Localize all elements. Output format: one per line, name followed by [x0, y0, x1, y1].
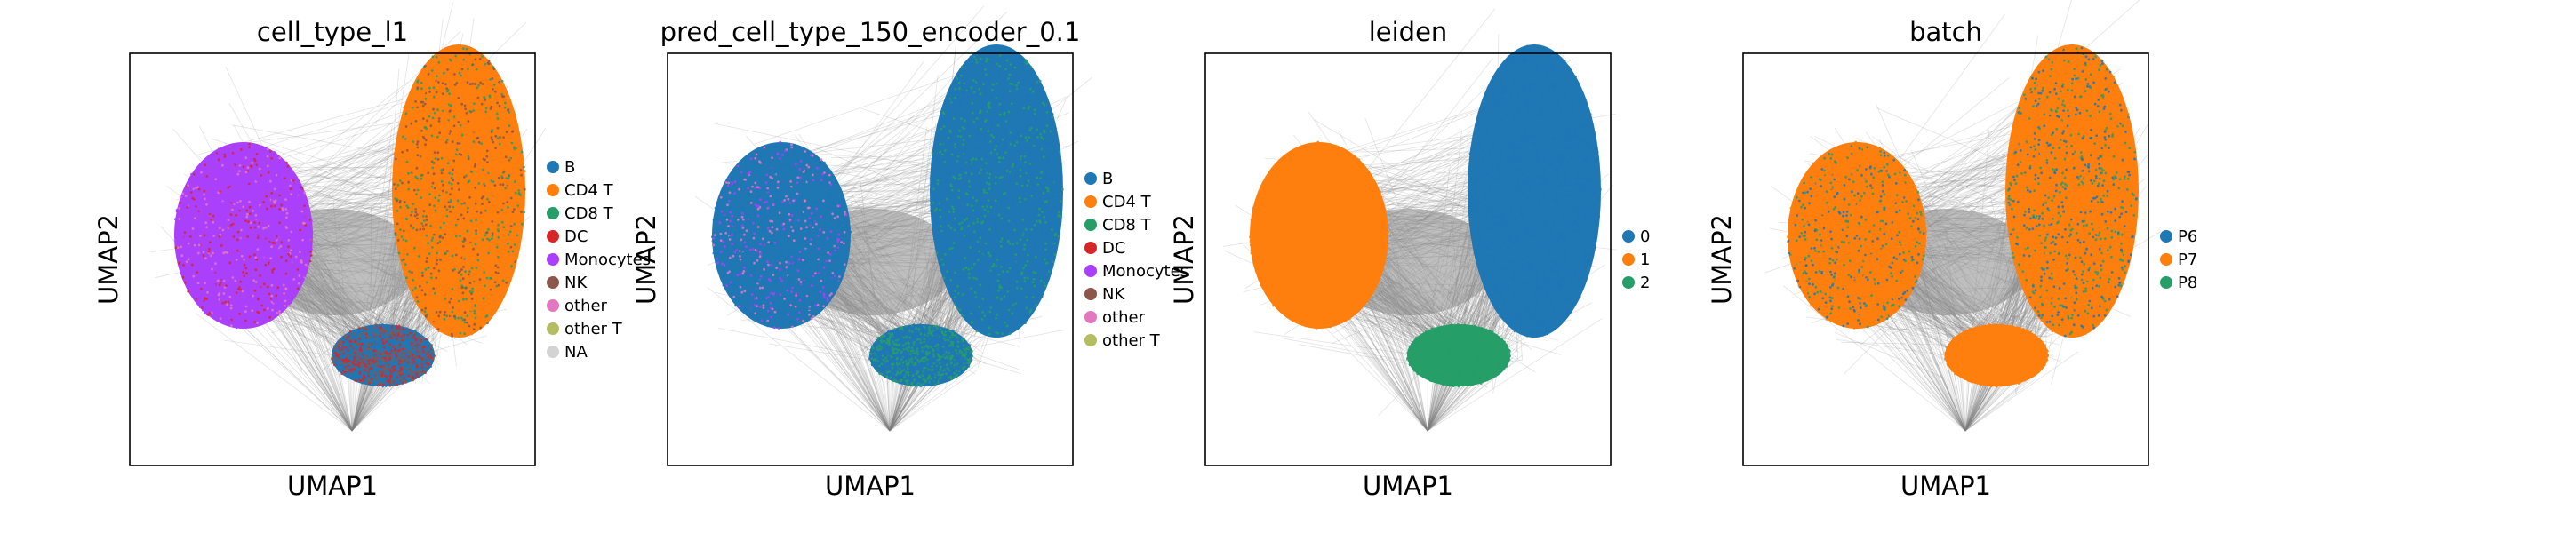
scatter-plot-area	[149, 3, 547, 432]
legend-marker	[1622, 276, 1635, 289]
legend-label: 0	[1640, 227, 1650, 246]
bottom-cluster	[1944, 323, 2050, 388]
legend-label: P8	[2178, 274, 2197, 292]
x-axis-label: UMAP1	[1900, 471, 1991, 501]
legend-label: B	[1102, 170, 1113, 188]
legend-marker	[1084, 219, 1097, 231]
y-axis-label: UMAP2	[1707, 214, 1737, 305]
right-cluster	[391, 44, 526, 338]
axes-frame	[1742, 52, 2149, 466]
legend-label: DC	[1102, 239, 1125, 258]
legend-marker	[1084, 265, 1097, 277]
legend-label: CD8 T	[1102, 216, 1152, 235]
legend-marker	[1622, 253, 1635, 266]
legend-label: Monocytes	[1102, 262, 1188, 281]
scatter-plot-area	[1764, 0, 2162, 432]
left-cluster	[711, 140, 852, 330]
legend-label: NA	[564, 343, 588, 362]
y-axis-label: UMAP2	[631, 214, 661, 305]
scatter-plot-area	[694, 5, 1092, 432]
right-cluster	[929, 44, 1064, 338]
axes-frame	[1204, 52, 1612, 466]
legend-label: other T	[1102, 331, 1161, 350]
legend-label: Monocytes	[564, 251, 651, 269]
bottom-cluster	[1406, 323, 1511, 388]
legend-label: other T	[564, 320, 623, 338]
legend-marker	[1084, 288, 1097, 300]
legend-marker	[1084, 334, 1097, 346]
axes-frame	[667, 52, 1074, 466]
legend-marker	[1084, 195, 1097, 208]
legend-label: P6	[2178, 227, 2197, 246]
panel-title: leiden	[1369, 17, 1448, 47]
right-cluster	[1468, 44, 1602, 338]
right-cluster	[2005, 44, 2139, 338]
legend-label: NK	[564, 274, 588, 292]
legend-marker	[547, 161, 559, 173]
left-cluster	[173, 142, 313, 330]
legend-marker	[1084, 172, 1097, 185]
left-cluster	[1249, 140, 1390, 330]
legend-marker	[2160, 230, 2172, 243]
legend-marker	[547, 207, 559, 219]
legend-label: DC	[564, 227, 588, 246]
legend-marker	[547, 322, 559, 335]
legend-marker	[547, 184, 559, 196]
legend-label: other	[564, 297, 608, 315]
y-axis-label: UMAP2	[93, 214, 124, 305]
y-axis-label: UMAP2	[1169, 214, 1199, 305]
bottom-cluster	[868, 323, 973, 388]
legend-marker	[1084, 311, 1097, 323]
x-axis-label: UMAP1	[825, 471, 916, 501]
legend-marker	[547, 299, 559, 312]
legend: 0 1 2	[1622, 227, 1650, 292]
legend-label: other	[1102, 308, 1146, 327]
legend-label: P7	[2178, 251, 2197, 269]
legend-label: 2	[1640, 274, 1650, 292]
legend-marker	[547, 346, 559, 358]
panel-title: batch	[1909, 17, 1982, 47]
legend-label: B	[564, 158, 575, 177]
legend-marker	[547, 230, 559, 243]
legend-label: CD8 T	[564, 204, 614, 223]
umap-panel-1: cell_type_l1 UMAP1 UMAP2 B CD4 T CD8 T DC Monoc…	[93, 3, 651, 501]
bottom-cluster	[331, 323, 436, 388]
legend-label: NK	[1102, 285, 1125, 304]
legend: B CD4 T CD8 T DC Monocytes NK other other T	[1084, 170, 1188, 350]
legend: B CD4 T CD8 T DC Monocytes NK other other T NA	[547, 158, 651, 362]
legend-marker	[2160, 276, 2172, 289]
umap-panel-4: batch UMAP1 UMAP2 P6 P7 P8	[1707, 0, 2197, 501]
legend-marker	[1084, 242, 1097, 254]
legend-label: 1	[1640, 251, 1650, 269]
legend-marker	[1622, 230, 1635, 243]
umap-panel-3: leiden UMAP1 UMAP2 0 1 2	[1169, 8, 1650, 501]
legend-label: CD4 T	[564, 181, 614, 200]
scatter-plot-area	[1223, 8, 1618, 432]
legend-marker	[547, 276, 559, 289]
left-cluster	[1787, 140, 1928, 330]
panel-title: pred_cell_type_150_encoder_0.1	[660, 17, 1081, 47]
axes-frame	[129, 52, 536, 466]
umap-panel-2: pred_cell_type_150_encoder_0.1 UMAP1 UMAP2…	[631, 5, 1188, 501]
panel-title: cell_type_l1	[257, 17, 408, 47]
x-axis-label: UMAP1	[287, 471, 378, 501]
x-axis-label: UMAP1	[1363, 471, 1453, 501]
legend: P6 P7 P8	[2160, 227, 2197, 292]
legend-marker	[2160, 253, 2172, 266]
legend-marker	[547, 253, 559, 266]
legend-label: CD4 T	[1102, 193, 1152, 211]
